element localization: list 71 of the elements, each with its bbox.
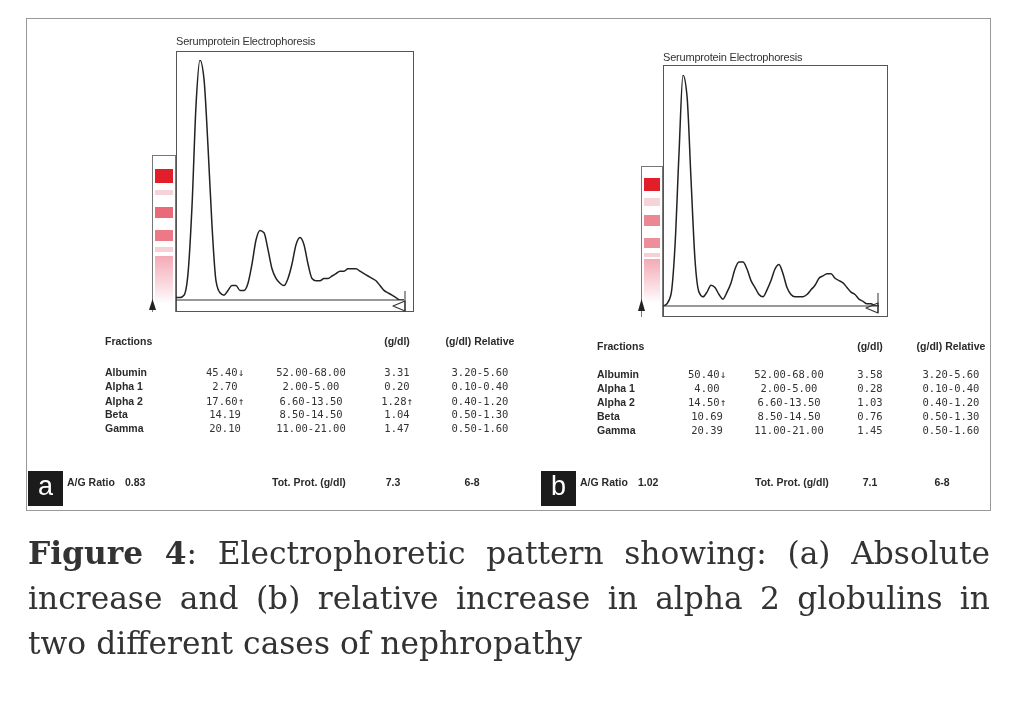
text: 8.50-14.50 bbox=[279, 407, 343, 422]
text: 0.50-1.60 bbox=[451, 421, 509, 436]
text: 50.40↓ bbox=[688, 367, 726, 382]
text: 1.02 bbox=[638, 475, 659, 490]
text: 0.50-1.60 bbox=[922, 423, 980, 438]
text: 4.00 bbox=[694, 381, 720, 396]
text: 52.00-68.00 bbox=[276, 365, 346, 380]
text: 0.83 bbox=[125, 475, 146, 490]
text: 45.40↓ bbox=[206, 365, 244, 380]
text: 6.60-13.50 bbox=[279, 394, 343, 409]
text: 20.39 bbox=[691, 423, 723, 438]
text: Alpha 1 bbox=[597, 381, 635, 396]
text: 14.50↑ bbox=[688, 395, 726, 410]
text: 10.69 bbox=[691, 409, 723, 424]
text: 2.70 bbox=[212, 379, 238, 394]
text: 6.60-13.50 bbox=[757, 395, 821, 410]
text: Fractions bbox=[105, 334, 153, 349]
text: 52.00-68.00 bbox=[754, 367, 824, 382]
text: 20.10 bbox=[209, 421, 241, 436]
text: 7.3 bbox=[385, 475, 401, 490]
text: 0.50-1.30 bbox=[922, 409, 980, 424]
text: a bbox=[28, 471, 63, 506]
text: Tot. Prot. (g/dl) bbox=[272, 475, 346, 490]
caption: Figure 4: Electrophoretic pattern showing: (a) Absolute increase and (b) relative increase in alpha 2 globulins in two different cases of nephropathy bbox=[28, 534, 990, 663]
text: 1.45 bbox=[857, 423, 883, 438]
text: 3.58 bbox=[857, 367, 883, 382]
text: Fractions bbox=[597, 339, 645, 354]
text: 6-8 bbox=[934, 475, 950, 490]
text: 3.20-5.60 bbox=[922, 367, 980, 382]
text: 11.00-21.00 bbox=[276, 421, 346, 436]
text: Gamma bbox=[597, 423, 636, 438]
text: (g/dl) bbox=[857, 339, 883, 354]
text: 0.10-0.40 bbox=[451, 379, 509, 394]
text: 3.31 bbox=[384, 365, 410, 380]
text: Gamma bbox=[105, 421, 144, 436]
text: 1.47 bbox=[384, 421, 410, 436]
text: Beta bbox=[597, 409, 620, 424]
text: 14.19 bbox=[209, 407, 241, 422]
text: Albumin bbox=[597, 367, 639, 382]
text: Beta bbox=[105, 407, 128, 422]
text: 6-8 bbox=[464, 475, 480, 490]
chart-title: Serumprotein Electrophoresis bbox=[176, 34, 316, 49]
chart-title: Serumprotein Electrophoresis bbox=[663, 50, 803, 65]
text: 0.76 bbox=[857, 409, 883, 424]
text: (g/dl) Relative bbox=[445, 334, 515, 349]
text: Alpha 2 bbox=[597, 395, 635, 410]
text: A/G Ratio bbox=[67, 475, 115, 490]
text: 8.50-14.50 bbox=[757, 409, 821, 424]
text: 0.40-1.20 bbox=[922, 395, 980, 410]
text: 1.28↑ bbox=[381, 394, 413, 409]
text: Tot. Prot. (g/dl) bbox=[755, 475, 829, 490]
text: 1.04 bbox=[384, 407, 410, 422]
text: 0.50-1.30 bbox=[451, 407, 509, 422]
text: (g/dl) bbox=[384, 334, 410, 349]
text: 2.00-5.00 bbox=[282, 379, 340, 394]
text: 2.00-5.00 bbox=[760, 381, 818, 396]
text: Albumin bbox=[105, 365, 147, 380]
text: 0.10-0.40 bbox=[922, 381, 980, 396]
text: 0.20 bbox=[384, 379, 410, 394]
text: 17.60↑ bbox=[206, 394, 244, 409]
text: (g/dl) Relative bbox=[916, 339, 986, 354]
text: b bbox=[541, 471, 576, 506]
text: 0.40-1.20 bbox=[451, 394, 509, 409]
text: Alpha 1 bbox=[105, 379, 143, 394]
text: 1.03 bbox=[857, 395, 883, 410]
text: 7.1 bbox=[862, 475, 878, 490]
text: 3.20-5.60 bbox=[451, 365, 509, 380]
text: Alpha 2 bbox=[105, 394, 143, 409]
text: 0.28 bbox=[857, 381, 883, 396]
text: A/G Ratio bbox=[580, 475, 628, 490]
text: 11.00-21.00 bbox=[754, 423, 824, 438]
